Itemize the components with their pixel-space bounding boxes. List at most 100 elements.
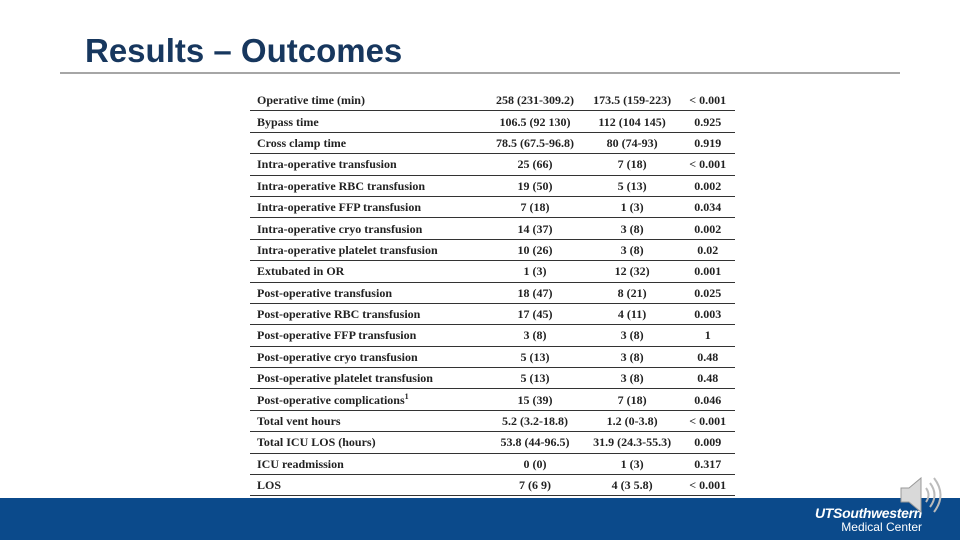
cell-text: Post-operative RBC transfusion [257,307,421,322]
table-row: Intra-operative cryo transfusion 14 (37) 3… [250,217,735,240]
cell-text: 1 (3) [620,200,644,215]
cell-text: 5.2 (3.2-18.8) [502,414,569,429]
row-label: Intra-operative transfusion [250,153,487,176]
table-row: Cross clamp time 78.5 (67.5-96.8) 80 (74-9… [250,132,735,155]
table-cell: 31.9 (24.3-55.3) [583,431,681,454]
cell-text: 3 (8) [620,221,644,236]
cell-text: < 0.001 [689,478,727,493]
row-label: Post-operative RBC transfusion [250,303,487,326]
table-cell: 5 (13) [486,367,584,390]
table-cell: 5.2 (3.2-18.8) [486,410,584,433]
table-row: Intra-operative RBC transfusion 19 (50) 5 … [250,175,735,197]
table-cell: 0.002 [680,175,735,197]
cell-text: 78.5 (67.5-96.8) [496,135,575,150]
table-cell: < 0.001 [680,474,735,497]
table-cell: 0.925 [680,110,735,133]
table-cell: 7 (18) [583,388,681,411]
table-row: Total ICU LOS (hours) 53.8 (44-96.5) 31.9 … [250,431,735,454]
slide-title: Results – Outcomes [85,32,403,69]
table-row: Operative time (min) 258 (231-309.2) 173.5… [250,90,735,112]
table-cell: 0.48 [680,346,735,369]
row-label: Total ICU LOS (hours) [250,431,487,454]
cell-text: 31.9 (24.3-55.3) [593,435,672,450]
cell-text: 0.002 [694,178,722,193]
table-cell: < 0.001 [680,153,735,176]
cell-text: 173.5 (159-223) [593,93,672,108]
table-row: Post-operative complications1 15 (39) 7 (1… [250,388,735,411]
cell-text: 14 (37) [517,221,553,236]
row-label: Post-operative complications1 [250,388,487,411]
cell-text: Intra-operative transfusion [257,157,397,172]
cell-text: 1.2 (0-3.8) [606,414,658,429]
cell-text: 0.003 [694,307,722,322]
cell-text: 18 (47) [517,285,553,300]
table-row: Total vent hours 5.2 (3.2-18.8) 1.2 (0-3.8… [250,410,735,433]
table-cell: 5 (13) [486,346,584,369]
cell-text: Operative time (min) [257,93,365,108]
cell-text: < 0.001 [689,157,727,172]
cell-text: < 0.001 [689,414,727,429]
table-cell: 80 (74-93) [583,132,681,155]
table-row: Post-operative transfusion 18 (47) 8 (21) 0… [250,282,735,304]
table-row: Extubated in OR 1 (3) 12 (32) 0.001 [250,260,735,283]
cell-text: Post-operative FFP transfusion [257,328,417,343]
cell-text: 53.8 (44-96.5) [500,435,570,450]
logo-sub: Medical Center [841,520,922,534]
table-cell: 258 (231-309.2) [486,90,584,112]
cell-text: Total vent hours [257,414,341,429]
table-row: Bypass time 106.5 (92 130) 112 (104 145) 0.… [250,110,735,133]
table-cell: 112 (104 145) [583,110,681,133]
table-cell: 18 (47) [486,282,584,304]
cell-text: 0.02 [697,242,719,257]
cell-text: 1 [704,328,711,343]
cell-text: 106.5 (92 130) [499,114,571,129]
table-cell: 0.02 [680,239,735,262]
cell-text: Intra-operative platelet transfusion [257,242,438,257]
table-cell: 3 (8) [583,217,681,240]
audio-icon[interactable] [895,470,945,520]
table-cell: 1.2 (0-3.8) [583,410,681,433]
cell-text: 3 (8) [620,371,644,386]
row-label: Post-operative cryo transfusion [250,346,487,369]
cell-text: 0 (0) [523,456,547,471]
cell-text: 0.025 [694,285,722,300]
cell-text: < 0.001 [689,93,727,108]
table-cell: 0.034 [680,196,735,219]
table-cell: < 0.001 [680,410,735,433]
row-label: ICU readmission [250,453,487,476]
table-cell: 7 (18) [486,196,584,219]
table-cell: 3 (8) [583,346,681,369]
table-cell: < 0.001 [680,90,735,112]
table-cell: 17 (45) [486,303,584,326]
cell-text: Total ICU LOS (hours) [257,435,376,450]
table-cell: 0.046 [680,388,735,411]
row-label: LOS [250,474,487,497]
table-cell: 0.002 [680,217,735,240]
row-label: Total vent hours [250,410,487,433]
cell-text: 0.034 [694,200,722,215]
table-cell: 78.5 (67.5-96.8) [486,132,584,155]
cell-text: 4 (3 5.8) [611,478,653,493]
table-cell: 3 (8) [583,367,681,390]
table-row: Intra-operative transfusion 25 (66) 7 (18)… [250,153,735,176]
table-cell: 5 (13) [583,175,681,197]
cell-text: 0.48 [697,371,719,386]
cell-text: 0.046 [694,392,722,407]
cell-text: 25 (66) [517,157,553,172]
cell-text: Bypass time [257,114,319,129]
cell-text: 4 (11) [617,307,647,322]
cell-text: 112 (104 145) [598,114,666,129]
cell-text: 0.919 [694,135,722,150]
logo-name: UTSouthwestern [814,505,922,521]
table-cell: 15 (39) [486,388,584,411]
table-row: ICU readmission 0 (0) 1 (3) 0.317 [250,453,735,476]
table-row: Intra-operative platelet transfusion 10 (… [250,239,735,262]
row-label: Intra-operative RBC transfusion [250,175,487,197]
table-cell: 0.317 [680,453,735,476]
cell-text: 5 (13) [520,349,550,364]
cell-text: Extubated in OR [257,264,345,279]
table-cell: 1 (3) [486,260,584,283]
cell-text: 258 (231-309.2) [496,93,575,108]
cell-text: 80 (74-93) [606,135,658,150]
cell-text: 7 (6 9) [519,478,552,493]
